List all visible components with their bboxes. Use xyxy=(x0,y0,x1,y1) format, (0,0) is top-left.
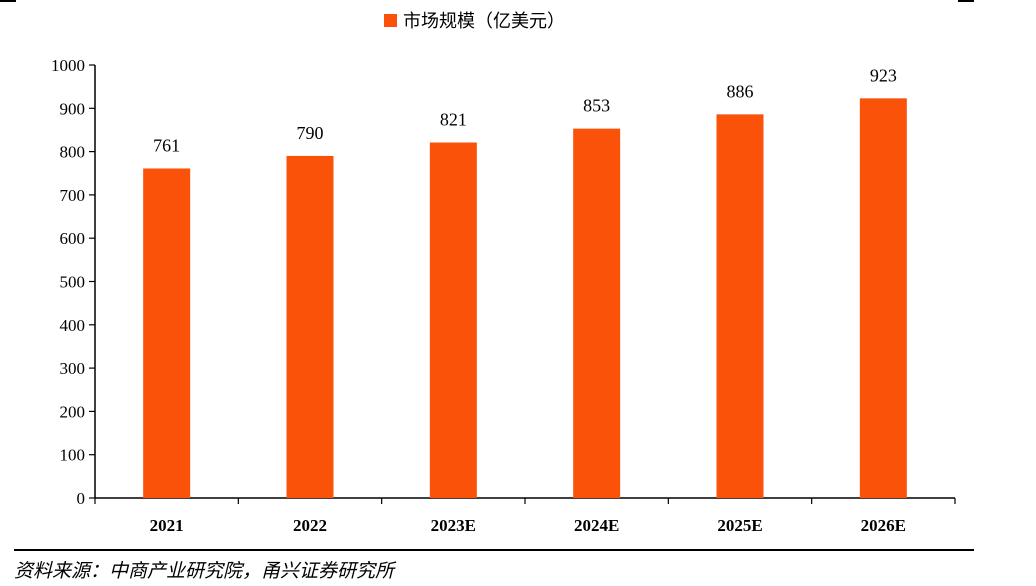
x-tick-label: 2024E xyxy=(574,516,619,535)
bar xyxy=(429,142,477,498)
bar xyxy=(716,114,764,498)
bar xyxy=(859,98,907,498)
source-note: 资料来源：中商产业研究院，甬兴证券研究所 xyxy=(14,560,395,582)
y-tick-label: 400 xyxy=(60,316,86,335)
x-tick-label: 2026E xyxy=(861,516,906,535)
data-label: 821 xyxy=(440,110,467,130)
data-label: 761 xyxy=(153,135,180,155)
data-label: 923 xyxy=(870,65,897,85)
data-label: 853 xyxy=(583,96,610,116)
x-tick-label: 2022 xyxy=(293,516,327,535)
x-tick-label: 2023E xyxy=(431,516,476,535)
y-axis: 0 100 200 300 400 500 600 700 800 900 1000 xyxy=(51,56,96,508)
y-tick-label: 800 xyxy=(60,143,86,162)
legend: 市场规模（亿美元） xyxy=(384,11,565,32)
data-labels: 761 790 821 853 886 923 xyxy=(153,65,897,155)
bar xyxy=(286,155,334,498)
x-axis: 2021 2022 2023E 2024E 2025E 2026E xyxy=(94,497,956,535)
y-tick-label: 100 xyxy=(60,446,86,465)
footer-rule xyxy=(14,549,974,551)
corner-mark-right xyxy=(958,0,974,2)
legend-label: 市场规模（亿美元） xyxy=(403,11,565,32)
corner-mark-left xyxy=(0,0,16,2)
data-label: 790 xyxy=(297,123,324,143)
y-tick-label: 600 xyxy=(60,229,86,248)
y-tick-label: 700 xyxy=(60,186,86,205)
bars xyxy=(143,98,907,498)
y-tick-label: 500 xyxy=(60,273,86,292)
y-tick-label: 300 xyxy=(60,359,86,378)
y-tick-label: 200 xyxy=(60,402,86,421)
y-tick-label: 1000 xyxy=(51,56,85,75)
bar xyxy=(573,128,621,498)
legend-swatch xyxy=(384,14,397,27)
x-tick-label: 2021 xyxy=(150,516,184,535)
y-tick-label: 0 xyxy=(77,489,86,508)
y-tick-label: 900 xyxy=(60,99,86,118)
x-tick-label: 2025E xyxy=(717,516,762,535)
bar xyxy=(143,168,191,498)
data-label: 886 xyxy=(727,81,754,101)
